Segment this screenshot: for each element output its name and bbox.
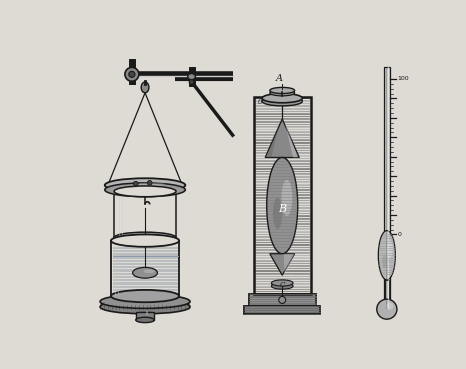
Ellipse shape — [100, 294, 190, 308]
Ellipse shape — [100, 300, 190, 314]
Ellipse shape — [136, 317, 154, 323]
Ellipse shape — [262, 94, 302, 103]
Bar — [384, 280, 389, 300]
Ellipse shape — [271, 280, 293, 286]
Bar — [114, 192, 176, 238]
Text: 0: 0 — [397, 232, 401, 237]
Ellipse shape — [383, 255, 387, 268]
Text: 100: 100 — [397, 76, 409, 82]
Ellipse shape — [271, 283, 293, 289]
Bar — [384, 68, 390, 308]
Polygon shape — [265, 119, 299, 158]
Ellipse shape — [105, 178, 185, 192]
Ellipse shape — [281, 180, 292, 216]
Text: 0: 0 — [257, 99, 262, 106]
Text: C: C — [280, 280, 285, 289]
Ellipse shape — [111, 290, 179, 302]
Bar — [271, 283, 293, 286]
Ellipse shape — [273, 198, 282, 229]
Polygon shape — [284, 254, 295, 275]
Bar — [136, 312, 154, 320]
Bar — [270, 90, 295, 93]
Ellipse shape — [270, 87, 295, 94]
Circle shape — [279, 296, 286, 303]
Ellipse shape — [133, 268, 158, 278]
Polygon shape — [270, 254, 295, 275]
Text: A: A — [275, 74, 282, 83]
Ellipse shape — [114, 232, 176, 243]
Ellipse shape — [111, 234, 179, 247]
Bar — [139, 312, 151, 314]
Ellipse shape — [262, 97, 302, 106]
Ellipse shape — [270, 90, 295, 96]
Ellipse shape — [137, 183, 165, 186]
Circle shape — [377, 299, 397, 319]
Bar — [249, 294, 315, 306]
Bar — [105, 186, 185, 190]
Circle shape — [129, 71, 135, 77]
Circle shape — [133, 181, 138, 186]
Circle shape — [147, 180, 152, 185]
Ellipse shape — [378, 231, 395, 280]
Ellipse shape — [105, 183, 185, 197]
Circle shape — [189, 80, 194, 85]
Ellipse shape — [114, 186, 176, 197]
Ellipse shape — [386, 303, 393, 310]
Bar — [262, 98, 302, 101]
Ellipse shape — [144, 269, 154, 273]
Circle shape — [125, 68, 139, 81]
Bar — [100, 301, 190, 307]
Polygon shape — [267, 121, 280, 158]
Ellipse shape — [141, 82, 149, 93]
Ellipse shape — [267, 158, 298, 254]
Polygon shape — [285, 121, 298, 158]
Bar — [254, 97, 311, 294]
Bar — [244, 306, 320, 314]
Ellipse shape — [387, 241, 393, 258]
Text: B: B — [278, 204, 286, 214]
Bar — [111, 241, 179, 296]
Ellipse shape — [188, 73, 195, 80]
